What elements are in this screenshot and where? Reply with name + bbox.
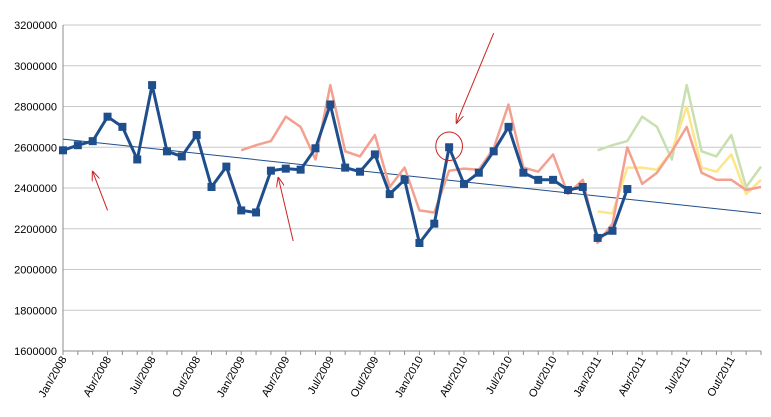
annotation-arrow [93,172,109,211]
x-tick-label: Jan/2011 [572,355,605,399]
y-tick-label: 2000000 [14,265,57,277]
axes [62,25,762,355]
x-tick-label: Abr/2011 [616,355,648,399]
data-point [133,155,142,164]
data-point [356,167,365,176]
x-tick-label: Out/2010 [527,355,560,400]
data-point [311,144,320,153]
x-tick-label: Jul/2008 [128,355,159,397]
data-point [430,219,439,228]
data-point [252,208,261,217]
x-tick-label: Abr/2008 [81,355,114,400]
data-point [341,163,350,172]
y-tick-label: 1800000 [14,305,57,317]
series-layer [59,81,763,248]
x-tick-label: Out/2009 [348,355,381,400]
annotation-arrow [457,32,495,123]
data-point [400,175,409,184]
trendline [62,138,762,214]
data-point [59,146,67,155]
data-point [623,185,632,194]
data-point [415,239,424,248]
data-point [326,100,335,109]
annotation-arrow [278,178,294,242]
data-point [489,147,498,156]
y-tick-label: 2200000 [14,224,57,236]
data-point [88,137,97,146]
data-point [148,81,157,90]
data-point [608,226,617,235]
trendline-layer [62,138,762,214]
data-point [563,186,572,195]
tick-labels: 1600000 1800000 2000000 2200000 2400000 26000… [14,20,738,400]
data-point [266,166,275,175]
y-tick-label: 1600000 [14,346,57,358]
x-tick-label: Abr/2009 [260,355,293,400]
x-tick-label: Jan/2010 [393,355,426,400]
data-point [474,168,483,177]
data-point [177,152,186,161]
y-tick-label: 2400000 [14,183,57,195]
data-point [118,122,127,131]
y-tick-label: 3000000 [14,61,57,73]
data-point [459,179,468,188]
data-point [103,112,112,121]
data-point [222,162,231,171]
data-point [296,165,305,174]
annotation-circle [435,131,463,161]
data-point [192,131,201,140]
data-point [504,122,513,131]
x-tick-label: Abr/2010 [438,355,471,400]
annotation-layer [93,32,495,242]
data-point [281,164,290,173]
data-point [207,182,216,191]
x-tick-label: Jan/2009 [215,355,248,400]
data-point [534,175,543,184]
y-tick-label: 3200000 [14,20,57,32]
x-tick-label: Jul/2010 [484,355,515,397]
x-tick-label: Jan/2008 [37,355,70,400]
series-line-1 [240,83,762,245]
series-line-2 [597,105,762,215]
data-point [445,143,454,152]
data-point [385,190,394,199]
data-point [519,168,528,177]
data-point [237,206,246,215]
y-tick-label: 2600000 [14,142,57,154]
x-tick-label: Out/2011 [705,355,738,399]
data-point [549,175,558,184]
data-point [578,182,587,191]
x-tick-label: Jul/2009 [306,355,337,397]
x-tick-label: Jul/2011 [663,355,694,396]
y-tick-label: 2800000 [14,102,57,114]
data-point [370,150,379,159]
data-point [593,233,602,242]
series-line-3 [597,83,763,189]
x-tick-label: Out/2008 [170,355,203,400]
data-point [162,147,171,156]
data-point [73,141,82,150]
